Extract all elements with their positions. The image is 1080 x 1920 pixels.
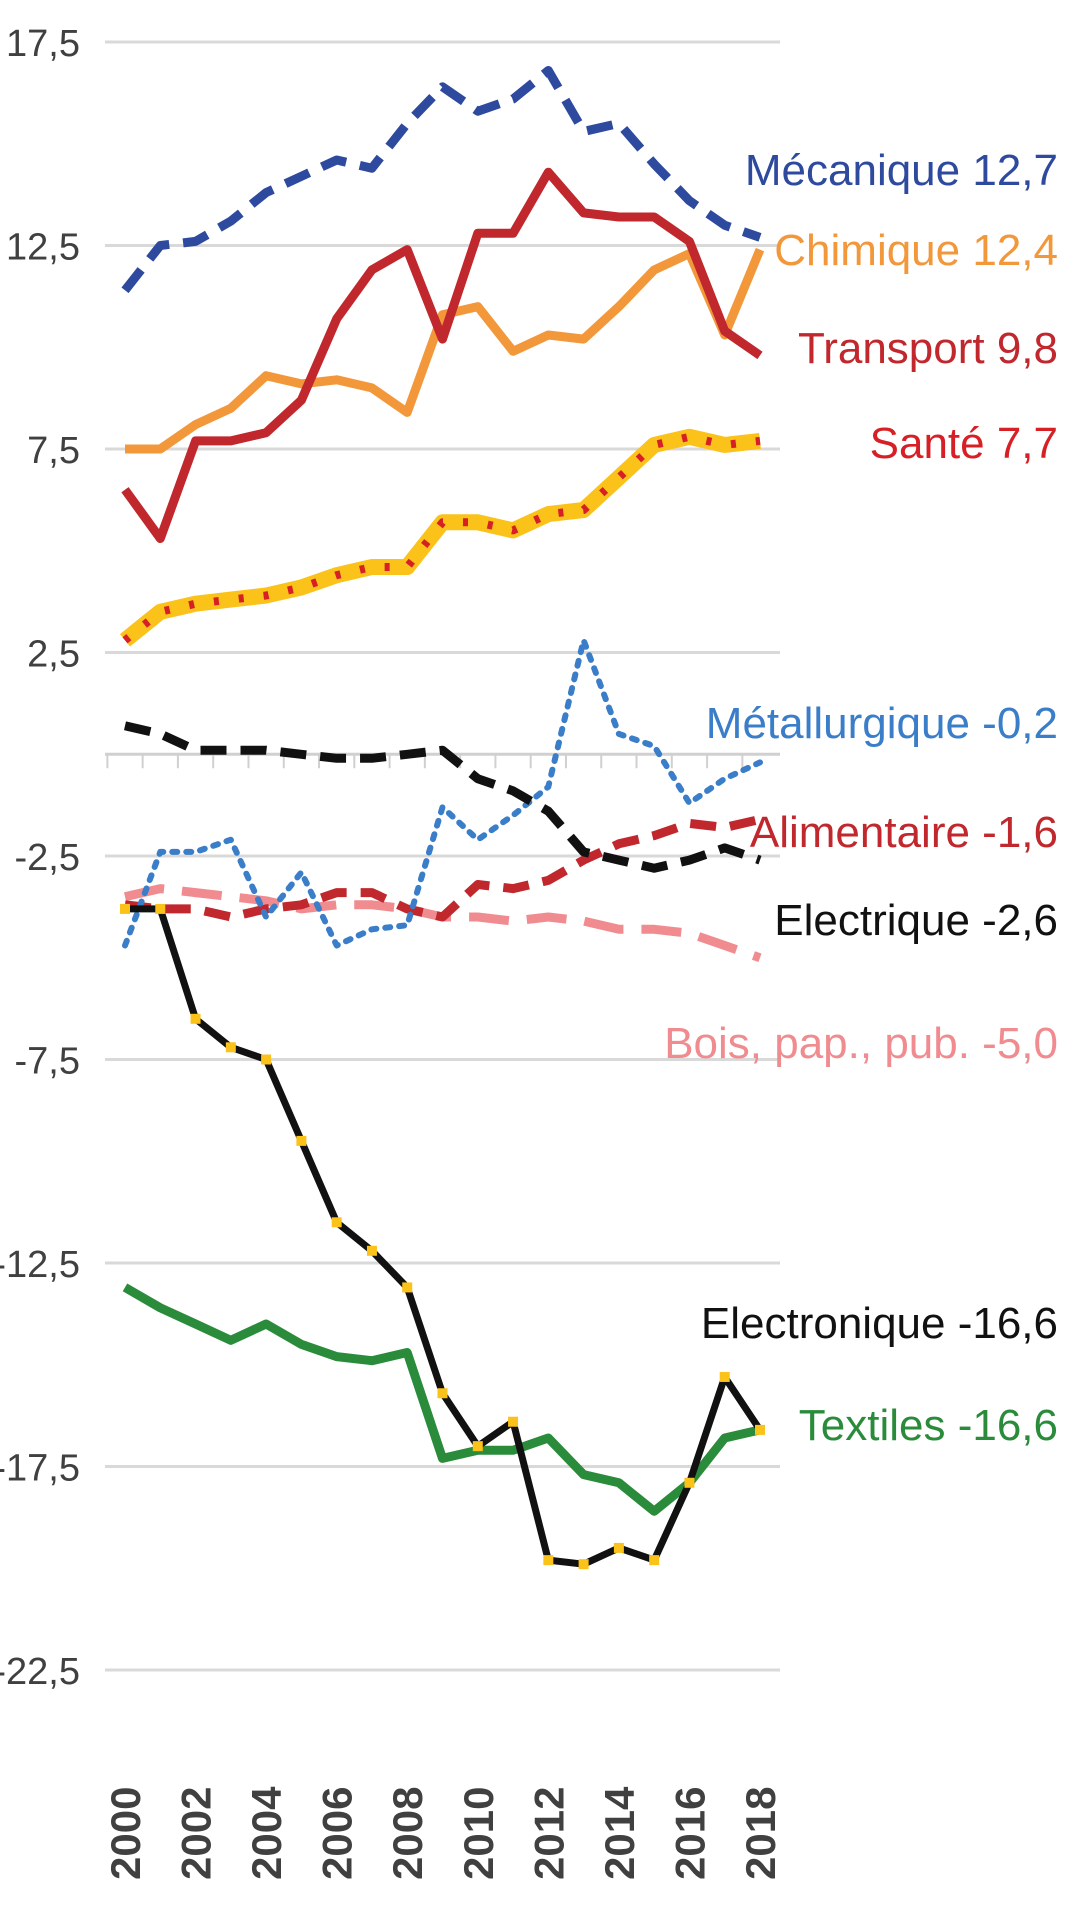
x-tick-label: 2016 bbox=[666, 1787, 713, 1880]
y-tick-label: 17,5 bbox=[6, 23, 80, 65]
series-line-dots bbox=[122, 432, 761, 644]
x-axis: 2000 2002 2004 2006 2008 2010 2012 2014 2016 2018 bbox=[102, 752, 784, 1880]
series-label-textiles: Textiles -16,6 bbox=[799, 1401, 1058, 1450]
series-lines bbox=[119, 66, 765, 1570]
series-label-alimentaire: Alimentaire -1,6 bbox=[750, 808, 1058, 857]
x-tick-label: 2012 bbox=[525, 1787, 572, 1880]
series-label-transport: Transport 9,8 bbox=[798, 324, 1058, 373]
x-tick-label: 2010 bbox=[455, 1787, 502, 1880]
series-label-electrique: Electrique -2,6 bbox=[774, 896, 1058, 945]
x-tick-label: 2000 bbox=[102, 1787, 149, 1880]
series-label-bois-pap-pub: Bois, pap., pub. -5,0 bbox=[664, 1019, 1058, 1068]
series-line bbox=[119, 428, 761, 647]
series-electrique bbox=[123, 721, 762, 873]
series-electronique bbox=[120, 903, 765, 1570]
data-point bbox=[296, 1135, 307, 1146]
data-point bbox=[684, 1477, 695, 1488]
x-tick-label: 2014 bbox=[596, 1786, 643, 1880]
data-point bbox=[543, 1555, 554, 1566]
series-transport bbox=[121, 167, 763, 543]
series-line bbox=[123, 721, 762, 873]
y-axis-tick-labels: 17,5 12,5 7,5 2,5 -2,5 -7,5 -12,5 -17,5 -22,5 bbox=[0, 23, 80, 1693]
y-tick-label: -17,5 bbox=[0, 1448, 80, 1490]
series-line bbox=[125, 247, 765, 454]
series-textiles bbox=[122, 1283, 762, 1516]
x-tick-label: 2004 bbox=[243, 1786, 290, 1880]
series-label-electronique: Electronique -16,6 bbox=[701, 1299, 1058, 1348]
series-line bbox=[123, 884, 762, 963]
data-point bbox=[366, 1245, 377, 1256]
series-line bbox=[121, 66, 762, 294]
x-tick-label: 2008 bbox=[384, 1787, 431, 1880]
series-m-canique bbox=[121, 66, 762, 294]
data-point bbox=[755, 1424, 765, 1435]
series-label-m-tallurgique: Métallurgique -0,2 bbox=[706, 699, 1058, 748]
series-label-m-canique: Mécanique 12,7 bbox=[745, 146, 1058, 195]
data-point bbox=[472, 1441, 483, 1452]
series-sant bbox=[119, 428, 761, 647]
series-line bbox=[122, 1283, 762, 1516]
data-point bbox=[613, 1542, 624, 1553]
y-tick-label: 12,5 bbox=[6, 227, 80, 269]
series-labels: Mécanique 12,7 Chimique 12,4 Transport 9,8… bbox=[664, 146, 1058, 1450]
series-m-tallurgique bbox=[122, 637, 763, 949]
y-tick-label: -2,5 bbox=[15, 837, 80, 879]
data-point bbox=[225, 1042, 236, 1053]
x-tick-label: 2006 bbox=[314, 1787, 361, 1880]
gridlines bbox=[105, 40, 780, 1672]
data-point bbox=[120, 903, 130, 914]
data-point bbox=[402, 1282, 413, 1293]
data-point bbox=[508, 1416, 519, 1427]
series-line bbox=[121, 167, 763, 543]
data-point bbox=[155, 903, 166, 914]
data-point bbox=[190, 1013, 201, 1024]
data-point bbox=[261, 1054, 272, 1065]
data-point bbox=[578, 1559, 589, 1570]
series-label-sant: Santé 7,7 bbox=[870, 419, 1058, 468]
series-line bbox=[122, 637, 763, 949]
y-tick-label: 7,5 bbox=[27, 430, 80, 472]
y-tick-label: -12,5 bbox=[0, 1244, 80, 1286]
x-tick-label: 2002 bbox=[173, 1787, 220, 1880]
data-point bbox=[649, 1555, 660, 1566]
y-tick-label: -22,5 bbox=[0, 1651, 80, 1693]
series-chimique bbox=[125, 247, 765, 454]
y-tick-label: 2,5 bbox=[27, 634, 80, 676]
data-point bbox=[437, 1388, 448, 1399]
data-point bbox=[331, 1217, 342, 1228]
x-tick-label: 2018 bbox=[737, 1787, 784, 1880]
y-tick-label: -7,5 bbox=[15, 1041, 80, 1083]
data-point bbox=[719, 1371, 730, 1382]
series-bois-pap-pub bbox=[123, 884, 762, 963]
series-line bbox=[124, 815, 762, 922]
series-label-chimique: Chimique 12,4 bbox=[774, 226, 1058, 275]
series-alimentaire bbox=[124, 815, 762, 922]
